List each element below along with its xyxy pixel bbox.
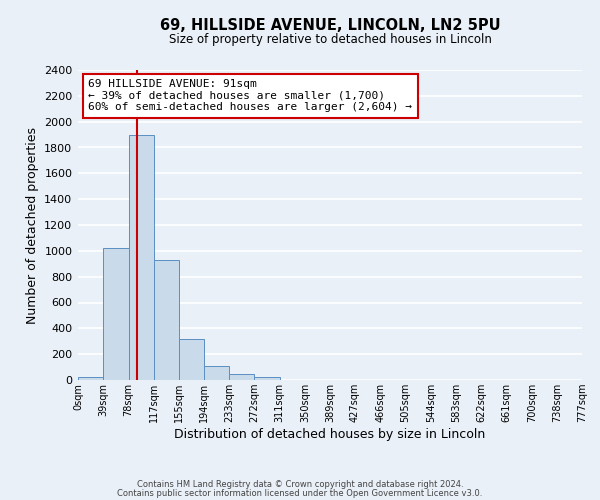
Text: Contains public sector information licensed under the Open Government Licence v3: Contains public sector information licen… (118, 489, 482, 498)
Bar (254, 378, 280, 380)
Bar (78, 378, 103, 380)
Bar (128, 134, 154, 380)
Bar (229, 374, 254, 380)
Text: 69 HILLSIDE AVENUE: 91sqm
← 39% of detached houses are smaller (1,700)
60% of se: 69 HILLSIDE AVENUE: 91sqm ← 39% of detac… (88, 80, 412, 112)
Text: Contains HM Land Registry data © Crown copyright and database right 2024.: Contains HM Land Registry data © Crown c… (137, 480, 463, 489)
Y-axis label: Number of detached properties: Number of detached properties (26, 126, 38, 324)
Bar (103, 248, 128, 380)
Bar (154, 260, 179, 380)
X-axis label: Distribution of detached houses by size in Lincoln: Distribution of detached houses by size … (175, 428, 485, 441)
Bar (179, 340, 204, 380)
Text: Size of property relative to detached houses in Lincoln: Size of property relative to detached ho… (169, 32, 491, 46)
Bar (204, 366, 229, 380)
Text: 69, HILLSIDE AVENUE, LINCOLN, LN2 5PU: 69, HILLSIDE AVENUE, LINCOLN, LN2 5PU (160, 18, 500, 32)
